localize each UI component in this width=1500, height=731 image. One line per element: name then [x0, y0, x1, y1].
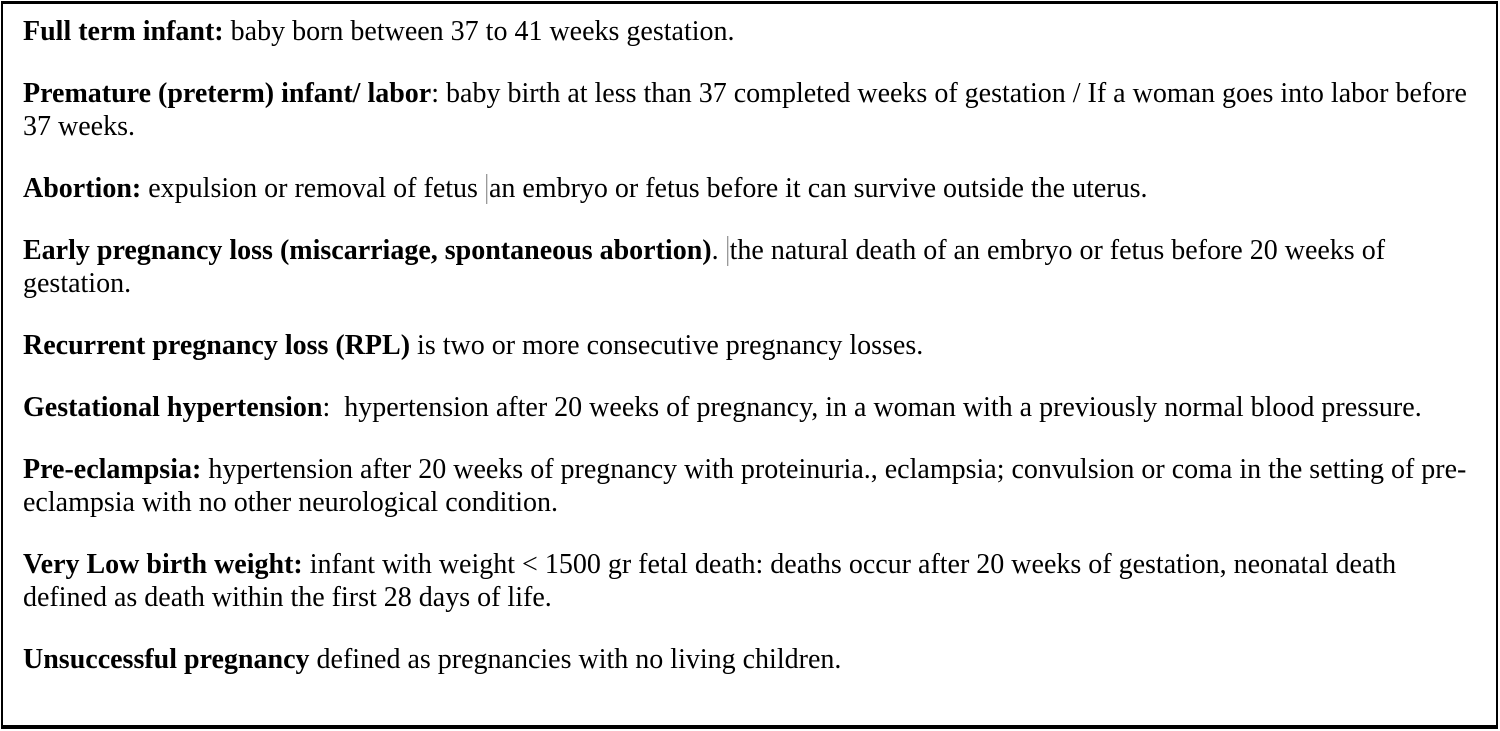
- definition-paragraph: Pre-eclampsia: hypertension after 20 wee…: [23, 453, 1482, 519]
- definition-text: infant with weight < 1500 gr fetal death…: [23, 549, 1404, 613]
- definition-text: : hypertension after 20 weeks of pregnan…: [322, 392, 1422, 423]
- term-label: Premature (preterm) infant/ labor: [23, 78, 432, 109]
- definition-text: : baby birth at less than 37 completed w…: [23, 78, 1474, 142]
- term-label: Pre-eclampsia:: [23, 454, 202, 485]
- term-label: Very Low birth weight:: [23, 549, 303, 580]
- definition-text: baby born between 37 to 41 weeks gestati…: [223, 16, 735, 47]
- definition-paragraph: Full term infant: baby born between 37 t…: [23, 15, 1482, 48]
- term-label: Recurrent pregnancy loss (RPL): [23, 330, 411, 361]
- definition-paragraph: Early pregnancy loss (miscarriage, spont…: [23, 234, 1482, 300]
- definition-paragraph: Very Low birth weight: infant with weigh…: [23, 548, 1482, 614]
- definition-text: the natural death of an embryo or fetus …: [23, 235, 1393, 299]
- definition-text: expulsion or removal of fetus: [141, 173, 485, 204]
- definition-paragraph: Premature (preterm) infant/ labor: baby …: [23, 77, 1482, 143]
- definition-paragraph: Gestational hypertension: hypertension a…: [23, 391, 1482, 424]
- term-label: Full term infant:: [23, 16, 224, 47]
- definition-text: .: [711, 235, 726, 266]
- term-label: Abortion:: [23, 173, 142, 204]
- definition-paragraph: Recurrent pregnancy loss (RPL) is two or…: [23, 329, 1482, 362]
- definition-text: an embryo or fetus before it can survive…: [488, 173, 1148, 204]
- definitions-list: Full term infant: baby born between 37 t…: [23, 15, 1482, 676]
- definition-text: defined as pregnancies with no living ch…: [309, 644, 842, 675]
- text-cursor-mark: [726, 236, 729, 266]
- term-label: Unsuccessful pregnancy: [23, 644, 310, 675]
- term-label: Gestational hypertension: [23, 392, 323, 423]
- definition-paragraph: Unsuccessful pregnancy defined as pregna…: [23, 643, 1482, 676]
- term-label: Early pregnancy loss (miscarriage, spont…: [23, 235, 712, 266]
- definition-text: hypertension after 20 weeks of pregnancy…: [23, 454, 1467, 518]
- definition-text: is two or more consecutive pregnancy los…: [410, 330, 924, 361]
- definition-paragraph: Abortion: expulsion or removal of fetus …: [23, 172, 1482, 205]
- text-cursor-mark: [485, 174, 488, 204]
